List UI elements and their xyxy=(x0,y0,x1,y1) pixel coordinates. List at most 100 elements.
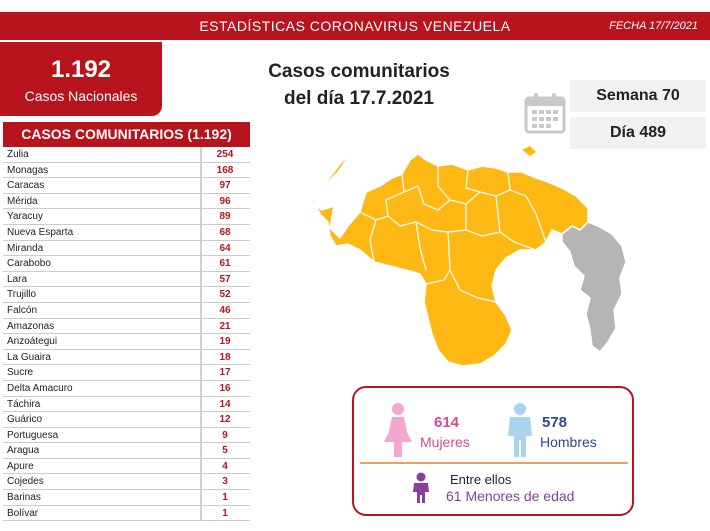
table-row: Lara 57 xyxy=(3,272,250,288)
state-cases: 18 xyxy=(219,351,231,363)
male-icon xyxy=(508,403,532,457)
state-cases: 4 xyxy=(222,460,228,472)
female-label: Mujeres xyxy=(420,434,470,450)
gender-breakdown-box: 614 Mujeres 578 Hombres Entre ellos 61 M… xyxy=(352,386,634,516)
section-divider xyxy=(360,462,628,464)
state-name: Yaracuy xyxy=(7,211,43,223)
state-name: Trujillo xyxy=(7,289,37,301)
state-name: La Guaira xyxy=(7,351,51,363)
state-name: Miranda xyxy=(7,242,44,254)
table-row: Zulia 254 xyxy=(3,147,250,163)
state-name: Anzoátegui xyxy=(7,336,58,348)
state-name: Sucre xyxy=(7,367,34,379)
state-cases: 3 xyxy=(222,476,228,488)
state-name: Cojedes xyxy=(7,476,44,488)
national-cases-label: Casos Nacionales xyxy=(24,88,138,104)
table-row: Barinas 1 xyxy=(3,490,250,506)
table-row: Bolívar 1 xyxy=(3,506,250,522)
header-date: FECHA 17/7/2021 xyxy=(609,20,698,32)
venezuela-map xyxy=(310,146,627,367)
state-cases: 1 xyxy=(222,507,228,519)
state-name: Barinas xyxy=(7,492,41,504)
state-name: Lara xyxy=(7,273,28,285)
state-name: Bolívar xyxy=(7,507,39,519)
state-name: Carabobo xyxy=(7,258,51,270)
state-name: Portuguesa xyxy=(7,429,59,441)
header-title: ESTADÍSTICAS CORONAVIRUS VENEZUELA xyxy=(199,18,511,34)
table-row: Portuguesa 9 xyxy=(3,428,250,444)
state-cases: 64 xyxy=(219,242,231,254)
table-row: Delta Amacuro 16 xyxy=(3,381,250,397)
state-cases: 52 xyxy=(219,289,231,301)
headline-line1: Casos comunitarios xyxy=(268,61,450,82)
state-name: Delta Amacuro xyxy=(7,382,73,394)
headline-line2: del día 17.7.2021 xyxy=(284,88,434,109)
table-row: Trujillo 52 xyxy=(3,287,250,303)
table-row: La Guaira 18 xyxy=(3,350,250,366)
state-name: Mérida xyxy=(7,195,38,207)
table-row: Monagas 168 xyxy=(3,163,250,179)
state-cases: 61 xyxy=(219,258,231,270)
state-cases: 46 xyxy=(219,304,231,316)
state-name: Falcón xyxy=(7,304,38,316)
calendar-icon xyxy=(524,93,566,134)
female-count: 614 xyxy=(434,414,460,431)
table-row: Falcón 46 xyxy=(3,303,250,319)
table-row: Sucre 17 xyxy=(3,365,250,381)
table-row: Aragua 5 xyxy=(3,443,250,459)
table-row: Guárico 12 xyxy=(3,412,250,428)
headline: Casos comunitarios del día 17.7.2021 xyxy=(236,58,482,112)
male-label: Hombres xyxy=(540,434,597,450)
state-cases: 21 xyxy=(219,320,231,332)
state-cases: 19 xyxy=(219,336,231,348)
map-island xyxy=(522,146,536,156)
state-name: Táchira xyxy=(7,398,41,410)
state-name: Nueva Esparta xyxy=(7,226,74,238)
state-name: Zulia xyxy=(7,149,29,160)
state-name: Amazonas xyxy=(7,320,55,332)
state-cases: 17 xyxy=(219,367,231,379)
day-box: Día 489 xyxy=(570,117,706,149)
state-cases: 68 xyxy=(219,226,231,238)
header-bar: ESTADÍSTICAS CORONAVIRUS VENEZUELA FECHA… xyxy=(0,12,710,40)
state-cases: 9 xyxy=(222,429,228,441)
state-cases: 5 xyxy=(222,445,228,457)
table-row: Cojedes 3 xyxy=(3,474,250,491)
table-row: Anzoátegui 19 xyxy=(3,334,250,350)
table-row: Miranda 64 xyxy=(3,241,250,257)
state-cases: 168 xyxy=(216,164,234,176)
state-cases: 16 xyxy=(219,382,231,394)
cases-table: CASOS COMUNITARIOS (1.192) Zulia 254 Monag… xyxy=(3,122,250,522)
state-name: Aragua xyxy=(7,445,40,457)
table-row: Carabobo 61 xyxy=(3,256,250,272)
national-cases-box: 1.192 Casos Nacionales xyxy=(0,42,162,116)
state-cases: 57 xyxy=(219,273,231,285)
state-name: Guárico xyxy=(7,414,43,426)
state-cases: 14 xyxy=(219,398,231,410)
value-column-divider xyxy=(200,147,202,522)
table-row: Apure 4 xyxy=(3,459,250,475)
female-icon xyxy=(384,403,412,457)
national-cases-value: 1.192 xyxy=(50,56,112,83)
table-title: CASOS COMUNITARIOS (1.192) xyxy=(3,122,250,147)
state-cases: 89 xyxy=(219,211,231,223)
table-rows: Zulia 254 Monagas 168 Caracas 97 Mérida 96 Yarac… xyxy=(3,147,250,522)
table-row: Nueva Esparta 68 xyxy=(3,225,250,241)
state-cases: 254 xyxy=(216,149,234,160)
state-cases: 97 xyxy=(219,180,231,192)
state-cases: 12 xyxy=(219,414,231,426)
table-row: Táchira 14 xyxy=(3,397,250,413)
week-box: Semana 70 xyxy=(570,80,706,112)
state-cases: 1 xyxy=(222,492,228,504)
state-name: Caracas xyxy=(7,180,45,192)
minors-count: 61 Menores de edad xyxy=(446,488,575,504)
state-name: Monagas xyxy=(7,164,49,176)
table-row: Caracas 97 xyxy=(3,178,250,194)
state-name: Apure xyxy=(7,460,34,472)
minors-intro: Entre ellos xyxy=(450,472,512,487)
map-gray-region xyxy=(561,221,627,354)
male-count: 578 xyxy=(542,414,568,431)
child-icon xyxy=(413,472,429,503)
table-row: Mérida 96 xyxy=(3,194,250,210)
table-row: Amazonas 21 xyxy=(3,319,250,335)
